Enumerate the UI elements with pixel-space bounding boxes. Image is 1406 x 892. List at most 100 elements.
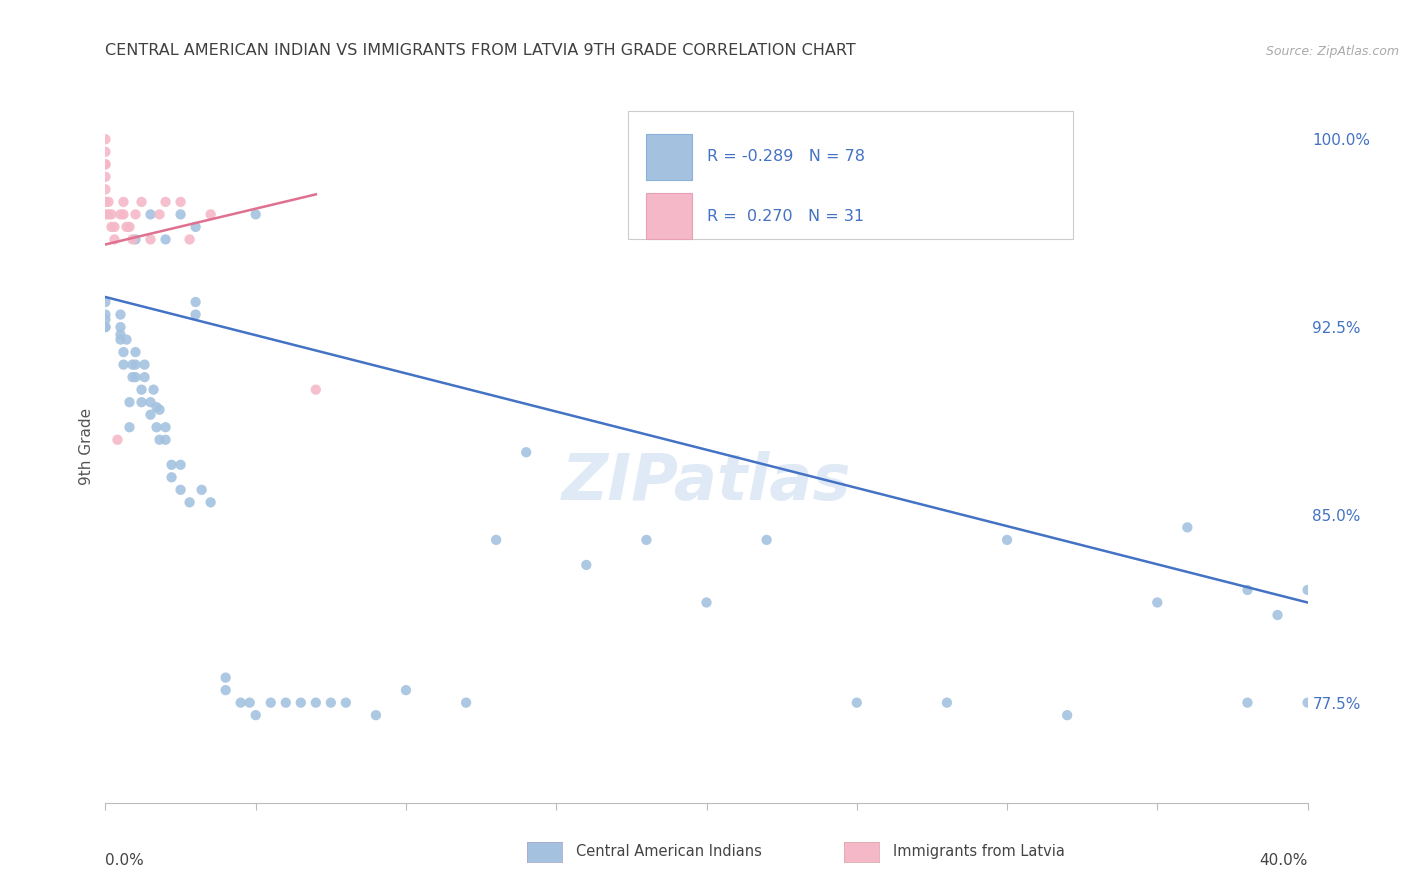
Point: [155, 194, 177, 209]
Point: [995, 533, 1018, 547]
Point: [97, 207, 120, 221]
Point: [169, 483, 191, 497]
Point: [190, 483, 212, 497]
Point: [290, 696, 312, 710]
Point: [97, 194, 120, 209]
Point: [245, 708, 267, 723]
Point: [305, 696, 328, 710]
Point: [260, 696, 283, 710]
Point: [142, 383, 165, 397]
Point: [94, 157, 117, 171]
Point: [274, 696, 297, 710]
Point: [118, 219, 141, 234]
Point: [134, 370, 156, 384]
Point: [335, 696, 357, 710]
Point: [1146, 595, 1168, 609]
FancyBboxPatch shape: [628, 111, 1073, 239]
Point: [110, 207, 132, 221]
Point: [124, 207, 146, 221]
Text: R = -0.289   N = 78: R = -0.289 N = 78: [707, 150, 865, 164]
Point: [636, 533, 658, 547]
Point: [94, 182, 117, 196]
Point: [94, 295, 117, 310]
Point: [115, 219, 138, 234]
FancyBboxPatch shape: [647, 193, 692, 239]
Point: [107, 433, 129, 447]
Point: [110, 327, 132, 342]
Point: [134, 358, 156, 372]
Point: [94, 169, 117, 184]
Point: [139, 207, 162, 221]
Point: [121, 370, 143, 384]
Point: [148, 207, 170, 221]
Point: [94, 308, 117, 322]
Text: CENTRAL AMERICAN INDIAN VS IMMIGRANTS FROM LATVIA 9TH GRADE CORRELATION CHART: CENTRAL AMERICAN INDIAN VS IMMIGRANTS FR…: [105, 43, 856, 58]
Point: [94, 194, 117, 209]
Point: [845, 696, 868, 710]
Point: [1296, 696, 1319, 710]
Point: [184, 295, 207, 310]
Point: [94, 207, 117, 221]
Point: [200, 207, 222, 221]
Point: [515, 445, 537, 459]
Point: [755, 533, 778, 547]
Point: [94, 132, 117, 146]
Text: ZIPatlas: ZIPatlas: [562, 450, 851, 513]
Point: [131, 194, 153, 209]
Point: [575, 558, 598, 572]
Point: [115, 333, 138, 347]
Point: [1175, 520, 1198, 534]
Point: [184, 308, 207, 322]
Text: Source: ZipAtlas.com: Source: ZipAtlas.com: [1265, 45, 1399, 58]
Y-axis label: 9th Grade: 9th Grade: [79, 408, 94, 484]
Text: 40.0%: 40.0%: [1260, 853, 1308, 868]
Point: [94, 194, 117, 209]
Point: [160, 458, 183, 472]
Point: [696, 595, 718, 609]
Point: [112, 345, 135, 359]
Point: [110, 320, 132, 334]
Point: [118, 420, 141, 434]
Point: [169, 207, 191, 221]
Point: [305, 383, 328, 397]
Point: [214, 683, 236, 698]
Point: [936, 696, 959, 710]
Point: [124, 232, 146, 246]
Point: [94, 320, 117, 334]
Point: [94, 320, 117, 334]
Text: Immigrants from Latvia: Immigrants from Latvia: [893, 845, 1064, 859]
Text: Central American Indians: Central American Indians: [576, 845, 762, 859]
Point: [395, 683, 418, 698]
Point: [239, 696, 262, 710]
Point: [145, 420, 167, 434]
Point: [1236, 696, 1258, 710]
Point: [169, 458, 191, 472]
Point: [485, 533, 508, 547]
Point: [160, 470, 183, 484]
Point: [131, 383, 153, 397]
Point: [100, 219, 122, 234]
Point: [148, 433, 170, 447]
FancyBboxPatch shape: [647, 134, 692, 180]
Point: [94, 145, 117, 159]
Point: [1267, 607, 1289, 622]
Point: [121, 232, 143, 246]
Point: [139, 232, 162, 246]
Point: [155, 232, 177, 246]
Point: [110, 308, 132, 322]
Point: [245, 207, 267, 221]
Point: [139, 408, 162, 422]
Point: [1056, 708, 1078, 723]
Point: [124, 370, 146, 384]
Point: [364, 708, 387, 723]
Point: [94, 312, 117, 326]
Point: [112, 207, 135, 221]
Point: [155, 433, 177, 447]
Text: 0.0%: 0.0%: [105, 853, 145, 868]
Point: [112, 358, 135, 372]
Text: R =  0.270   N = 31: R = 0.270 N = 31: [707, 209, 863, 224]
Point: [155, 420, 177, 434]
Point: [112, 194, 135, 209]
Point: [200, 495, 222, 509]
Point: [1236, 582, 1258, 597]
